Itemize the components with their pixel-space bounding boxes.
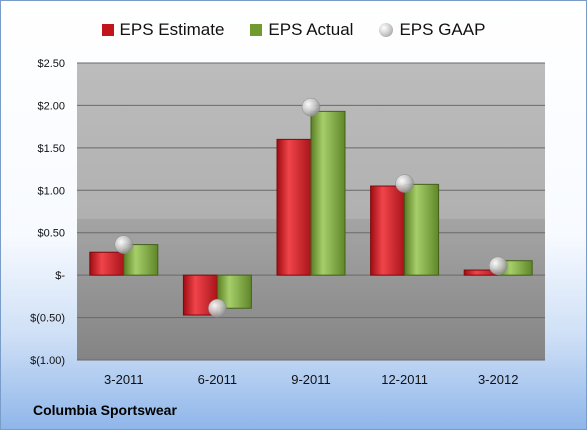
x-tick-label: 3-2011 [104, 372, 144, 387]
bar-eps-estimate [89, 251, 125, 276]
bar-eps-estimate [276, 138, 312, 276]
bars [89, 110, 533, 316]
legend-label-eps-gaap: EPS GAAP [399, 20, 486, 39]
bar-eps-estimate [370, 185, 406, 276]
y-tick-label: $2.50 [37, 58, 65, 70]
legend-item-eps-estimate: EPS Estimate [101, 20, 225, 40]
bar-eps-actual [404, 183, 440, 276]
y-tick-label: $(0.50) [30, 313, 65, 325]
legend-label-eps-estimate: EPS Estimate [119, 20, 225, 39]
legend-item-eps-gaap: EPS GAAP [379, 20, 485, 40]
x-tick-label: 6-2011 [198, 372, 238, 387]
y-tick-label: $1.00 [37, 185, 65, 197]
y-tick-label: $- [55, 270, 65, 282]
x-axis: 3-2011 6-2011 9-2011 12-2011 3-2012 [104, 372, 518, 387]
y-tick-label: $2.00 [37, 100, 65, 112]
dot-eps-gaap [395, 174, 414, 193]
y-tick-label: $1.50 [37, 143, 65, 155]
x-tick-label: 3-2012 [478, 372, 518, 387]
legend: EPS Estimate EPS Actual EPS GAAP [1, 15, 586, 45]
gaap-dots [114, 97, 508, 318]
company-name: Columbia Sportswear [33, 402, 177, 418]
bar-eps-actual [310, 110, 346, 276]
dot-eps-gaap [301, 97, 321, 117]
y-tick-label: $0.50 [37, 228, 65, 240]
dot-eps-gaap [114, 235, 134, 254]
y-tick-label: $(1.00) [30, 355, 65, 367]
legend-item-eps-actual: EPS Actual [250, 20, 353, 40]
legend-swatch-eps-actual [250, 24, 263, 36]
x-tick-label: 12-2011 [381, 372, 428, 387]
legend-swatch-eps-estimate [101, 24, 114, 36]
legend-swatch-eps-gaap [379, 23, 394, 37]
y-axis: $2.50 $2.00 $1.50 $1.00 $0.50 $- $(0.50) $(1.00… [30, 58, 65, 367]
x-tick-label: 9-2011 [291, 372, 331, 387]
dot-eps-gaap [488, 256, 508, 276]
legend-label-eps-actual: EPS Actual [268, 20, 354, 39]
dot-eps-gaap [208, 298, 227, 318]
